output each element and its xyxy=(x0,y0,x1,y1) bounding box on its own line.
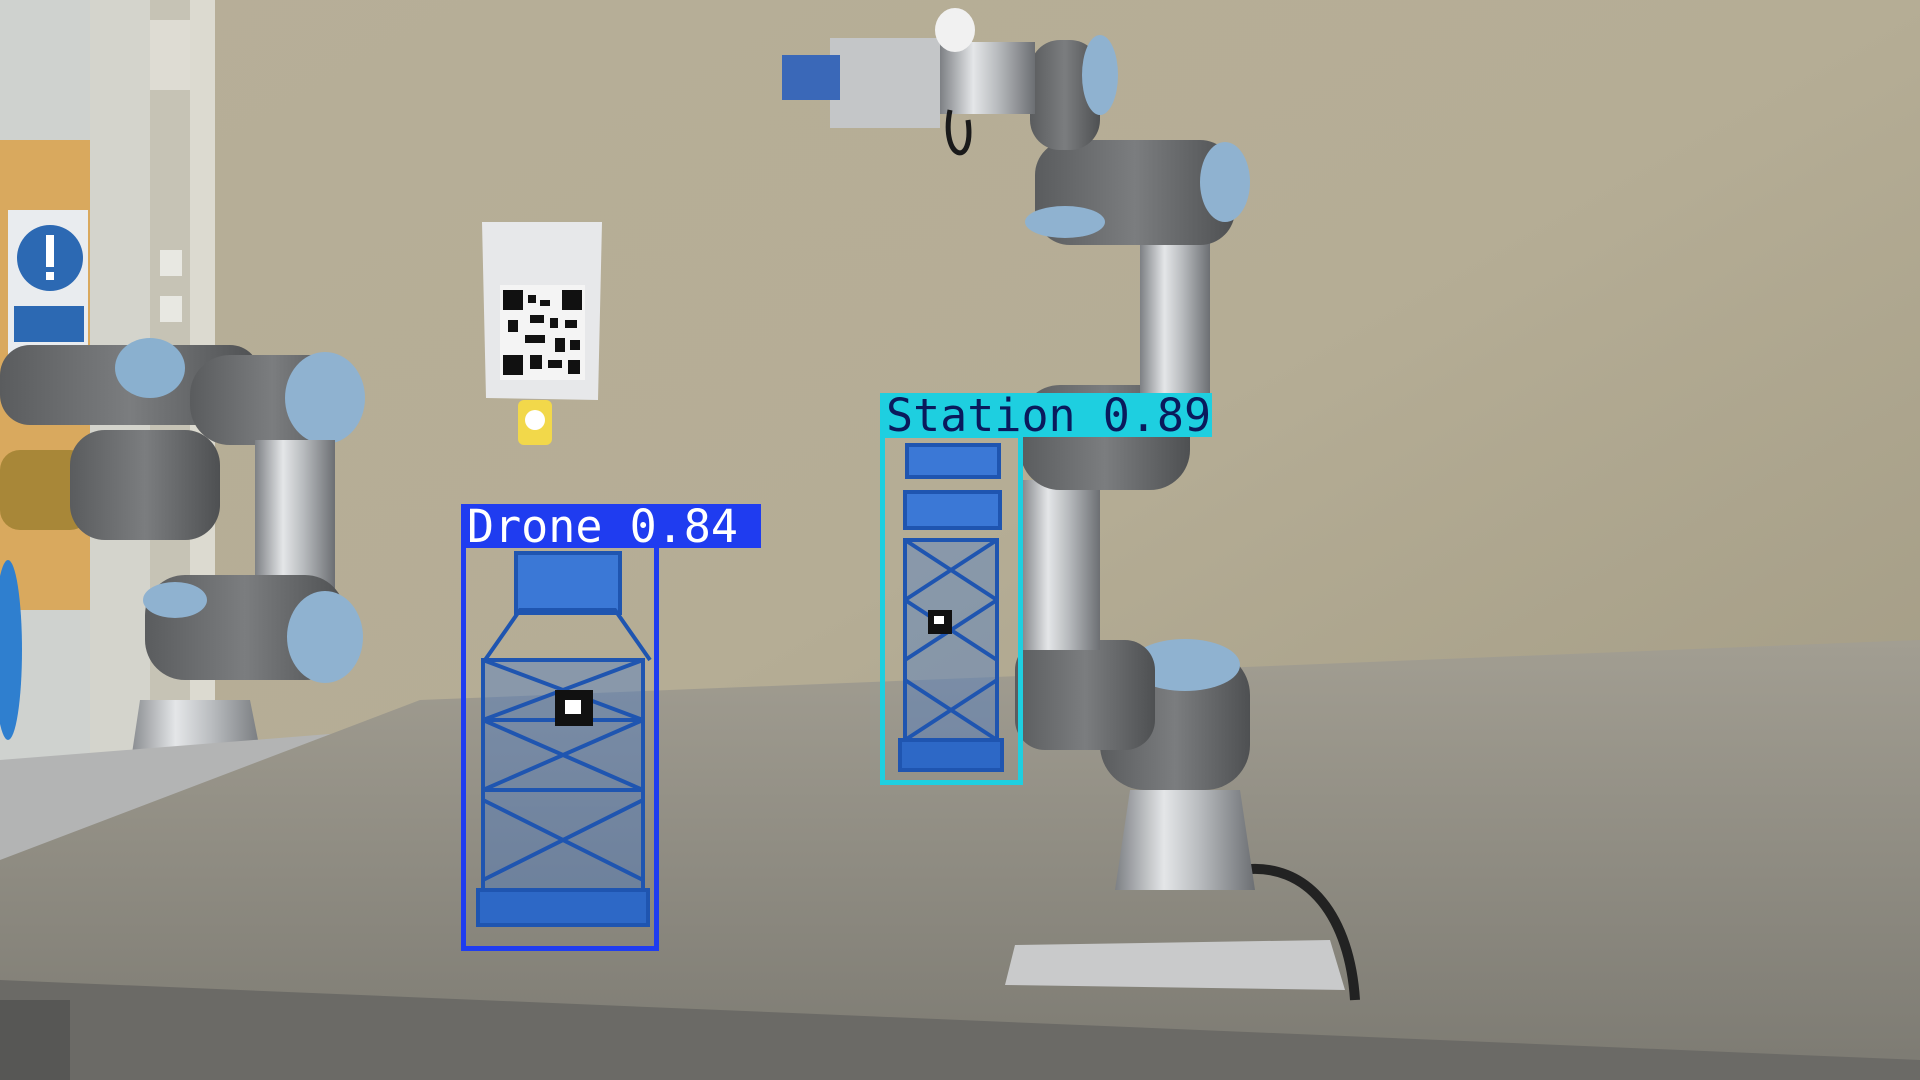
drone-model xyxy=(476,551,652,927)
station-class-name: Station xyxy=(886,389,1076,442)
station-model xyxy=(898,443,1004,772)
station-detection-box xyxy=(880,433,1023,785)
drone-confidence-score: 0.84 xyxy=(629,500,738,553)
station-confidence-score: 0.89 xyxy=(1102,389,1212,442)
table-surface xyxy=(0,640,1920,1080)
drone-detection-box xyxy=(461,543,659,951)
qr-poster xyxy=(482,222,602,445)
station-detection-label: Station 0.89 xyxy=(880,393,1212,439)
drone-class-name: Drone xyxy=(467,500,603,553)
drone-detection-label: Drone 0.84 xyxy=(461,504,761,550)
